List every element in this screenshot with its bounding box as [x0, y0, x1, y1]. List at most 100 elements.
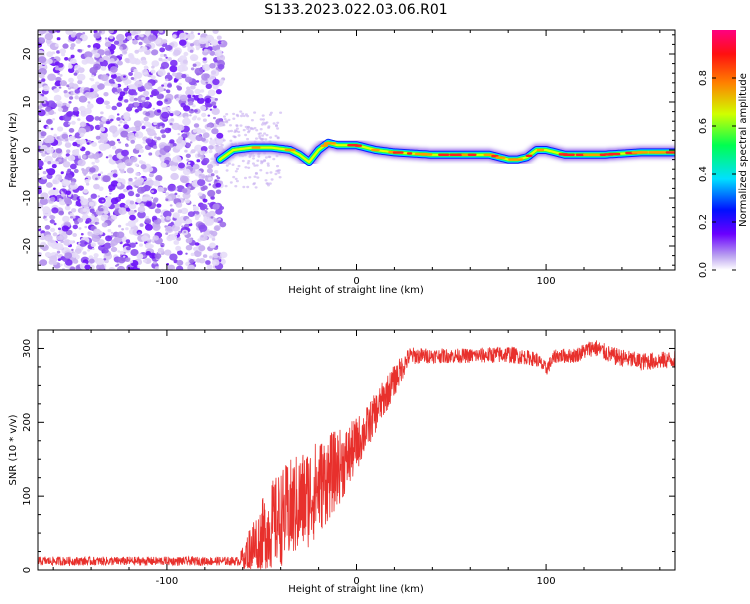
snr-y-tick-label: 200 [22, 413, 33, 432]
spectrogram-noise-speck [105, 235, 113, 242]
colorbar-ticks: 0.0 0.2 0.4 0.6 0.8 [698, 70, 736, 278]
spectrogram-noise-speck [137, 265, 141, 269]
spectrogram-noise-speck [206, 168, 213, 174]
spectrogram-noise-speck [132, 86, 137, 90]
spectrogram-noise-speck [129, 97, 135, 102]
spectrogram-noise-speck [110, 246, 118, 253]
spectrogram-noise-speck [248, 155, 252, 158]
spectrogram-noise-speck [170, 118, 175, 122]
spectrogram-noise-speck [135, 198, 142, 204]
spectrogram-noise-speck [64, 205, 71, 211]
spectrogram-noise-speck [270, 178, 274, 181]
spectrogram-noise-speck [54, 43, 59, 47]
spectrogram-noise-speck [153, 180, 161, 187]
spectrogram-noise-speck [211, 101, 217, 106]
snr-x-axis-label: Height of straight line (km) [288, 584, 424, 595]
spectrogram-noise-speck [41, 78, 46, 82]
spectrogram-noise-speck [79, 138, 87, 145]
spectrogram-x-tick-label: 0 [353, 276, 359, 287]
spectrogram-noise-speck [166, 235, 174, 242]
spectrogram-noise-speck [217, 64, 225, 70]
spectrogram-noise-speck [105, 156, 109, 159]
spectrogram-noise-speck [133, 120, 142, 128]
spectrogram-noise-speck [179, 94, 188, 102]
spectrogram-noise-speck [189, 141, 193, 144]
spectrogram-noise-speck [57, 227, 62, 231]
spectrogram-noise-speck [132, 137, 136, 141]
spectrogram-noise-speck [202, 254, 208, 258]
spectrogram-noise-speck [133, 92, 138, 96]
spectrogram-noise-speck [82, 208, 87, 213]
spectrogram-noise-speck [207, 202, 210, 205]
spectrogram-noise-speck [44, 155, 53, 163]
colorbar-gradient [712, 30, 736, 270]
spectrogram-noise-speck [229, 124, 232, 127]
spectrogram-noise-speck [98, 140, 102, 144]
spectrogram-noise-speck [188, 186, 192, 189]
spectrogram-noise-speck [46, 126, 50, 129]
spectrogram-noise-speck [119, 46, 123, 50]
spectrogram-noise-speck [83, 173, 87, 176]
spectrogram-noise-speck [134, 143, 143, 151]
spectrogram-noise-speck [143, 259, 147, 263]
spectrogram-noise-speck [56, 50, 61, 54]
spectrogram-noise-speck [189, 259, 195, 264]
spectrogram-noise-speck [76, 114, 79, 117]
spectrogram-noise-speck [205, 81, 208, 84]
spectrogram-noise-speck [147, 129, 156, 137]
spectrogram-noise-speck [118, 224, 122, 228]
spectrogram-noise-speck [125, 239, 131, 244]
spectrogram-noise-speck [108, 267, 115, 270]
spectrogram-noise-speck [87, 44, 91, 48]
spectrogram-noise-speck [95, 135, 101, 140]
spectrogram-x-tick-label: 100 [537, 276, 556, 287]
spectrogram-noise-speck [55, 243, 64, 251]
spectrogram-noise-speck [65, 30, 74, 35]
spectrogram-noise-speck [163, 145, 171, 152]
spectrogram-noise-speck [185, 237, 193, 244]
spectrogram-noise-speck [67, 154, 76, 162]
spectrogram-noise-speck [173, 110, 181, 116]
spectrogram-noise-speck [200, 210, 206, 215]
spectrogram-noise-speck [244, 125, 248, 129]
spectrogram-noise-speck [109, 58, 115, 63]
spectrogram-noise-speck [254, 172, 258, 175]
spectrogram-noise-speck [146, 67, 149, 69]
spectrogram-noise-speck [141, 59, 148, 66]
spectrogram-noise-speck [46, 118, 53, 125]
spectrogram-noise-speck [119, 250, 125, 255]
spectrogram-noise-speck [79, 121, 87, 128]
spectrogram-noise-speck [165, 192, 170, 196]
spectrogram-noise-speck [170, 165, 178, 172]
spectrogram-noise-speck [269, 171, 273, 174]
spectrogram-noise-speck [195, 211, 200, 215]
spectrogram-noise-speck [186, 74, 189, 77]
spectrogram-noise-speck [121, 228, 124, 231]
spectrogram-noise-speck [181, 188, 188, 194]
spectrogram-noise-speck [225, 121, 229, 124]
spectrogram-noise-speck [139, 203, 145, 208]
spectrogram-noise-speck [144, 218, 152, 224]
spectrogram-noise-speck [173, 155, 182, 163]
spectrogram-noise-speck [177, 194, 181, 198]
spectrogram-noise-speck [73, 72, 78, 76]
spectrogram-noise-speck [145, 251, 151, 256]
spectrogram-noise-speck [211, 259, 220, 266]
spectrogram-noise-speck [92, 153, 100, 160]
spectrogram-noise-speck [38, 109, 46, 117]
spectrogram-noise-speck [116, 117, 121, 121]
spectrogram-noise-speck [159, 53, 164, 58]
spectrogram-noise-speck [206, 122, 213, 129]
spectrogram-noise-speck [197, 32, 201, 36]
spectrogram-noise-speck [258, 135, 262, 138]
spectrogram-noise-speck [140, 34, 144, 38]
spectrogram-noise-speck [79, 132, 85, 137]
spectrogram-noise-speck [154, 208, 161, 214]
spectrogram-noise-speck [89, 90, 98, 99]
spectrogram-noise-speck [246, 162, 250, 165]
spectrogram-noise-speck [57, 72, 60, 75]
spectrogram-noise-speck [147, 179, 155, 186]
spectrogram-noise-speck [141, 97, 146, 101]
spectrogram-noise-speck [195, 246, 199, 249]
spectrogram-noise-speck [202, 198, 208, 203]
